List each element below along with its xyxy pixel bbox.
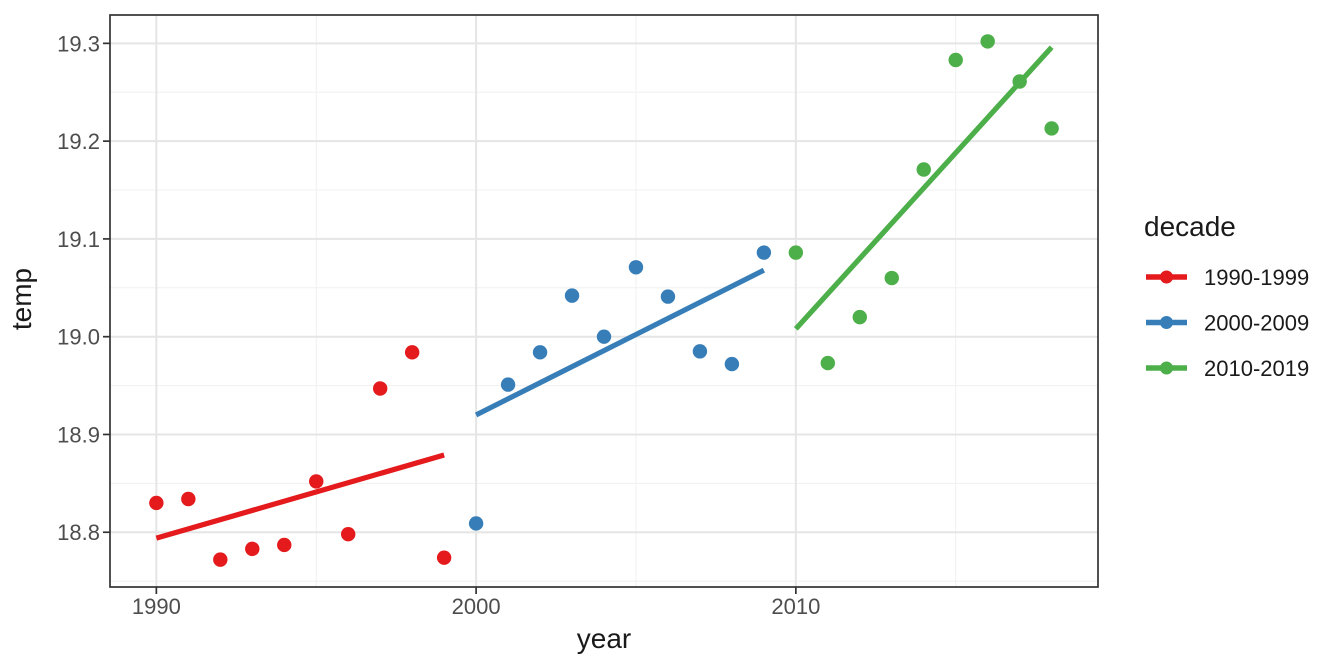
data-point-1990-1999	[372, 381, 388, 396]
data-point-1990-1999	[404, 345, 420, 360]
data-point-2000-2009	[532, 345, 548, 360]
grid-minor	[110, 15, 1098, 587]
data-point-1990-1999	[309, 474, 324, 489]
data-point-1990-1999	[277, 537, 292, 553]
trend-line-1990-1999	[155, 452, 445, 541]
data-point-2000-2009	[692, 344, 708, 359]
data-point-2000-2009	[596, 329, 612, 344]
data-point-2000-2009	[756, 245, 772, 260]
data-point-2010-2019	[916, 162, 931, 177]
y-tick-label: 19.2	[57, 129, 100, 154]
x-tick-labels: 1990 2000 2010	[132, 594, 820, 619]
x-tick-label: 2010	[771, 594, 820, 619]
data-point-2000-2009	[500, 377, 516, 392]
x-tick-label: 1990	[132, 594, 181, 619]
y-tick-label: 18.9	[57, 422, 100, 447]
trend-lines-layer	[155, 45, 1054, 541]
legend-item-label: 1990-1999	[1204, 265, 1309, 290]
trend-line-2000-2009	[474, 267, 766, 418]
data-point-1990-1999	[213, 552, 228, 567]
legend-key-dot	[1160, 316, 1173, 329]
grid-major	[110, 15, 1098, 587]
data-point-2010-2019	[980, 34, 995, 49]
legend-title: decade	[1144, 211, 1236, 242]
legend-item: 2010-2019	[1146, 356, 1309, 381]
data-point-2000-2009	[724, 356, 740, 372]
data-point-2000-2009	[660, 289, 676, 304]
legend-key-dot	[1160, 270, 1173, 284]
data-point-2000-2009	[628, 260, 644, 275]
data-points-layer	[149, 34, 1059, 567]
plot-panel	[110, 15, 1098, 587]
legend-item-label: 2010-2019	[1204, 356, 1309, 381]
legend-key-dot	[1160, 361, 1173, 375]
data-point-2010-2019	[820, 355, 836, 371]
data-point-2010-2019	[788, 245, 804, 260]
legend-item: 2000-2009	[1146, 311, 1309, 336]
y-tick-label: 19.1	[57, 227, 100, 252]
y-tick-labels: 18.8 18.9 19.0 19.1 19.2 19.3	[57, 31, 100, 545]
data-point-2000-2009	[564, 288, 580, 303]
y-axis-title: temp	[6, 268, 37, 330]
data-point-2010-2019	[1044, 121, 1059, 136]
x-axis-title: year	[577, 623, 631, 654]
data-point-1990-1999	[436, 550, 452, 565]
data-point-1990-1999	[181, 491, 196, 507]
y-tick-label: 19.0	[57, 325, 100, 350]
data-point-2000-2009	[468, 516, 484, 531]
legend-item-label: 2000-2009	[1204, 311, 1309, 336]
y-tick-label: 19.3	[57, 31, 100, 56]
data-point-2010-2019	[884, 270, 899, 286]
y-tick-label: 18.8	[57, 520, 100, 545]
x-tick-label: 2000	[452, 594, 501, 619]
legend-item: 1990-1999	[1146, 265, 1309, 290]
panel-border	[109, 14, 1099, 588]
legend: decade 1990-1999 2000-2009 2010-2019	[1144, 211, 1309, 381]
data-point-1990-1999	[341, 527, 356, 542]
data-point-1990-1999	[149, 495, 164, 511]
data-point-2010-2019	[852, 309, 867, 325]
axis-ticks	[103, 42, 797, 594]
data-point-2010-2019	[948, 52, 963, 68]
data-point-1990-1999	[245, 541, 260, 557]
trend-line-2010-2019	[793, 45, 1054, 331]
